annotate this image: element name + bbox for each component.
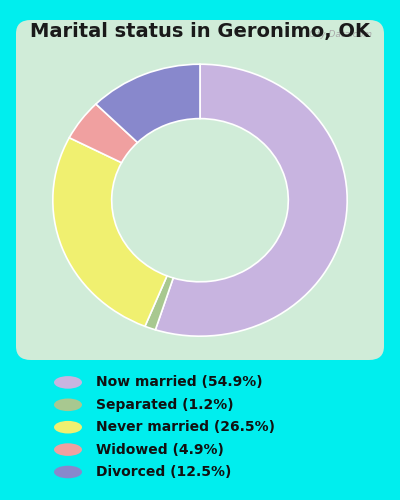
- Text: Marital status in Geronimo, OK: Marital status in Geronimo, OK: [30, 22, 370, 42]
- Wedge shape: [69, 104, 138, 162]
- Text: City-Data.com: City-Data.com: [309, 30, 373, 39]
- Text: Now married (54.9%): Now married (54.9%): [96, 376, 263, 390]
- Text: Never married (26.5%): Never married (26.5%): [96, 420, 275, 434]
- FancyBboxPatch shape: [16, 20, 384, 360]
- Ellipse shape: [54, 444, 82, 456]
- Wedge shape: [145, 276, 173, 330]
- Ellipse shape: [54, 376, 82, 388]
- Wedge shape: [155, 64, 347, 336]
- Ellipse shape: [54, 421, 82, 434]
- Wedge shape: [96, 64, 200, 142]
- Text: Divorced (12.5%): Divorced (12.5%): [96, 465, 231, 479]
- Text: Widowed (4.9%): Widowed (4.9%): [96, 442, 224, 456]
- Ellipse shape: [54, 398, 82, 411]
- Text: Separated (1.2%): Separated (1.2%): [96, 398, 234, 412]
- Wedge shape: [53, 138, 167, 326]
- Ellipse shape: [54, 466, 82, 478]
